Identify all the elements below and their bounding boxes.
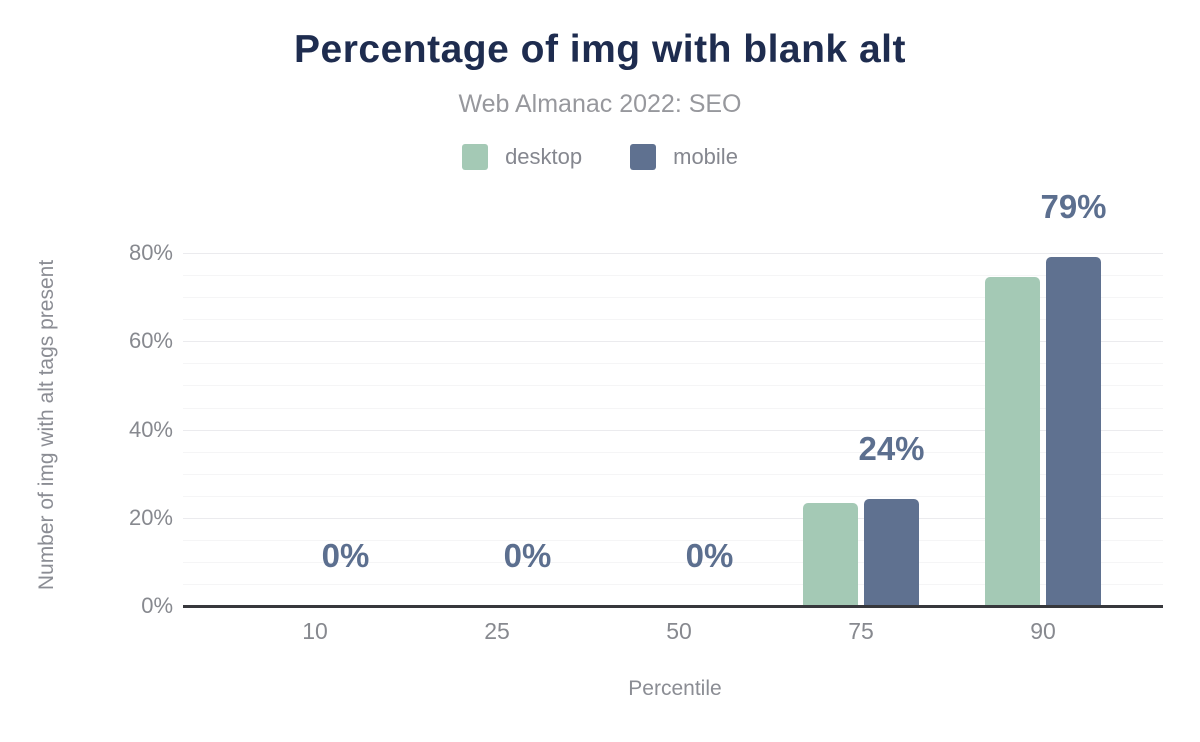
bar-mobile-75 bbox=[864, 498, 919, 606]
x-tick-label: 50 bbox=[666, 618, 692, 644]
legend-label-desktop: desktop bbox=[505, 144, 583, 169]
mobile-swatch-icon bbox=[630, 144, 657, 170]
bar-desktop-75 bbox=[803, 503, 858, 606]
value-label: 0% bbox=[503, 537, 552, 574]
minor-gridline bbox=[183, 561, 1163, 563]
bar-mobile-90 bbox=[1046, 257, 1101, 606]
value-label: 24% bbox=[858, 429, 925, 467]
legend: desktop mobile bbox=[0, 144, 1200, 170]
x-axis-line bbox=[183, 605, 1163, 608]
y-tick-label: 80% bbox=[128, 240, 173, 265]
y-tick-label: 0% bbox=[141, 593, 173, 618]
x-tick-label: 75 bbox=[848, 618, 874, 644]
legend-label-mobile: mobile bbox=[673, 144, 738, 169]
minor-gridline bbox=[183, 407, 1163, 409]
major-gridline bbox=[183, 517, 1163, 519]
minor-gridline bbox=[183, 495, 1163, 497]
legend-item-mobile: mobile bbox=[630, 144, 738, 170]
legend-item-desktop: desktop bbox=[462, 144, 582, 170]
major-gridline bbox=[183, 429, 1163, 431]
desktop-swatch-icon bbox=[462, 144, 489, 170]
x-axis-title: Percentile bbox=[628, 677, 722, 700]
value-label: 0% bbox=[321, 537, 370, 574]
minor-gridline bbox=[183, 451, 1163, 453]
value-label: 79% bbox=[1040, 188, 1107, 225]
minor-gridline bbox=[183, 473, 1163, 475]
x-tick-label: 90 bbox=[1030, 618, 1056, 644]
bar-desktop-90 bbox=[985, 276, 1040, 606]
y-tick-label: 40% bbox=[128, 416, 173, 442]
x-tick-label: 10 bbox=[302, 618, 328, 644]
chart-title: Percentage of img with blank alt bbox=[294, 28, 906, 71]
chart-subtitle: Web Almanac 2022: SEO bbox=[458, 90, 742, 118]
minor-gridline bbox=[183, 363, 1163, 365]
y-tick-label: 60% bbox=[128, 328, 173, 354]
x-tick-label: 25 bbox=[484, 618, 510, 644]
major-gridline bbox=[183, 253, 1163, 254]
minor-gridline bbox=[183, 583, 1163, 585]
minor-gridline bbox=[183, 539, 1163, 541]
y-tick-label: 20% bbox=[128, 504, 173, 530]
minor-gridline bbox=[183, 319, 1163, 321]
minor-gridline bbox=[183, 275, 1163, 277]
minor-gridline bbox=[183, 297, 1163, 299]
major-gridline bbox=[183, 341, 1163, 343]
minor-gridline bbox=[183, 385, 1163, 387]
value-label: 0% bbox=[685, 537, 734, 574]
